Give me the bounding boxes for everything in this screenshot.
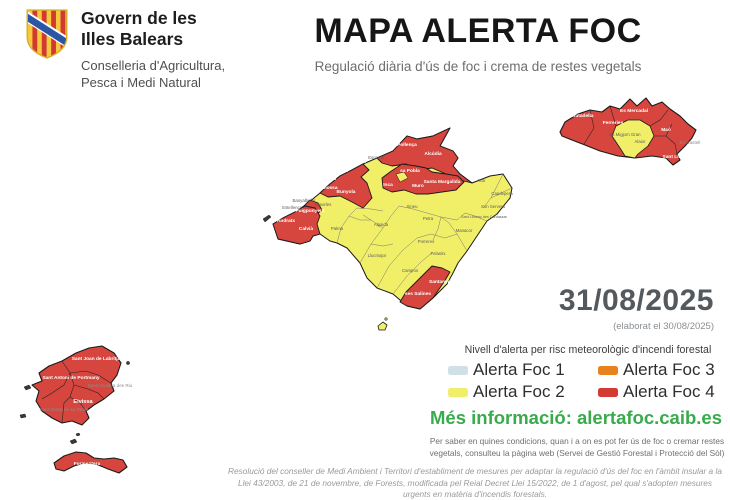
municipality-label: ses Salines (405, 291, 431, 297)
municipality-label: Andratx (277, 218, 295, 224)
municipality-label: Ferreries (603, 120, 624, 126)
municipality-label: Sant Joan de Labritja (72, 356, 121, 362)
municipality-label: Santanyí (429, 279, 450, 285)
region-tramuntana (319, 163, 373, 209)
menorca-map: Ciutadella Es Mercadal Ferreries Maó Es … (559, 97, 701, 166)
campanet-gap (395, 171, 409, 183)
region-santanyi-sessalines (399, 265, 451, 310)
municipality-label: Sant Josep de sa Talaia (40, 407, 89, 412)
municipality-label: sa Pobla (400, 168, 420, 174)
web-note: Per saber en quines condicions, quan i a… (429, 436, 725, 458)
department-line2: Pesca i Medi Natural (81, 75, 201, 90)
municipality-label: Llucmajor (368, 253, 387, 258)
date-block: 31/08/2025 (elaborat el 30/08/2025) (484, 284, 714, 332)
municipality-label: Ciutadella (571, 113, 594, 119)
elaborated-date: (elaborat el 30/08/2025) (613, 321, 714, 332)
municipal-borders (41, 360, 112, 424)
legend-label: Alerta Foc 4 (623, 382, 715, 401)
municipality-label: Sant Llorenç des Cardassar (461, 215, 507, 219)
municipality-label: Sant Lluís (663, 154, 686, 160)
municipality-label: Felanitx (430, 251, 446, 256)
mallorca-map: Pollença Alcúdia Fornalutx Sóller Deià V… (262, 127, 513, 331)
alert-3-swatch (598, 365, 618, 375)
municipality-label: Sóller (335, 168, 348, 174)
region-central (381, 163, 465, 195)
title-block: MAPA ALERTA FOC Regulació diària d'ús de… (278, 12, 678, 74)
municipality-label: Sineu (407, 204, 419, 209)
municipality-label: Esporles (315, 202, 332, 207)
legend-title: Nivell d'alerta per risc meteorològic d'… (464, 344, 712, 356)
municipality-label: Puigpunyent (295, 208, 324, 214)
municipality-label: Es Mercadal (620, 108, 648, 114)
cabrera-islet (377, 317, 388, 331)
alert-2-swatch (448, 387, 468, 397)
municipality-label: Maó (661, 127, 671, 133)
municipality-label: Eivissa (73, 399, 93, 405)
map-date: 31/08/2025 (558, 284, 714, 317)
region-andratx-calvia (272, 205, 321, 245)
gov-logo: Govern de les Illes Balears Conselleria … (24, 8, 225, 91)
alert-legend: Nivell d'alerta per risc meteorològic d'… (448, 344, 728, 402)
page-subtitle: Regulació diària d'ús de foc i crema de … (314, 59, 642, 74)
alert4-regions (272, 127, 473, 310)
municipality-label: Bunyola (337, 189, 356, 195)
municipality-label: Deià (326, 176, 336, 182)
legal-footer: Resolució del conseller de Medi Ambient … (228, 466, 722, 499)
municipality-label: Santa Margalida (424, 179, 461, 185)
legend-label: Alerta Foc 3 (623, 360, 715, 379)
municipality-label: Alcúdia (424, 151, 442, 157)
department-line1: Conselleria d'Agricultura, (81, 58, 226, 73)
municipality-label: Escorca (368, 155, 384, 160)
municipality-label: Estellencs (282, 205, 302, 210)
legend-item-alert3: Alerta Foc 3 (598, 360, 728, 380)
legend-item-alert4: Alerta Foc 4 (598, 382, 728, 402)
municipality-label: Es Migjorn Gran (609, 132, 641, 137)
gov-name-line2: Illes Balears (81, 29, 184, 49)
formentera-outline (53, 451, 128, 474)
alert-1-swatch (448, 365, 468, 375)
more-info-link[interactable]: Més informació: alertafoc.caib.es (430, 407, 722, 428)
municipality-label: Alaior (635, 139, 647, 144)
pitiuses-labels: Sant Joan de Labritja Sant Antoni de Por… (40, 356, 133, 467)
municipality-label: Inca (383, 182, 393, 188)
municipality-label: Palma (331, 226, 344, 231)
municipality-label: Sant Antoni de Portmany (42, 375, 99, 381)
municipality-label: Artà (477, 178, 485, 183)
municipality-label: Fornalutx (344, 159, 366, 165)
gov-name-line1: Govern de les (81, 8, 197, 28)
municipality-label: Porreres (418, 239, 434, 244)
dragonera-islet (262, 214, 272, 223)
municipality-label: Valldemossa (308, 185, 337, 191)
municipal-borders (583, 105, 678, 155)
legend-label: Alerta Foc 2 (473, 382, 565, 401)
municipality-label: Pollença (397, 142, 417, 148)
pitiuses-map: Sant Joan de Labritja Sant Antoni de Por… (19, 345, 133, 474)
municipality-label: Formentera (74, 461, 101, 467)
municipality-label: Banyalbufar (293, 198, 317, 203)
municipality-label: Capdepera (491, 191, 513, 196)
mallorca-labels: Pollença Alcúdia Fornalutx Sóller Deià V… (277, 142, 513, 297)
legend-item-alert1: Alerta Foc 1 (448, 360, 598, 380)
menorca-labels: Ciutadella Es Mercadal Ferreries Maó Es … (571, 108, 701, 160)
balearic-shield-icon (26, 9, 68, 59)
municipality-label: Petra (423, 216, 434, 221)
municipality-label: Calvià (299, 226, 313, 232)
legend-label: Alerta Foc 1 (473, 360, 565, 379)
municipality-label: Campos (402, 268, 418, 273)
region-alaior-migjorn (611, 119, 655, 159)
municipality-label: Santa Eulària des Riu (88, 383, 133, 388)
legend-item-alert2: Alerta Foc 2 (448, 382, 598, 402)
alert-4-swatch (598, 387, 618, 397)
municipality-label: Algaida (374, 222, 389, 227)
municipality-label: Son Servera (481, 204, 505, 209)
municipality-label: Muro (412, 183, 424, 189)
municipal-borders (336, 173, 513, 295)
municipality-label: Es Castell (680, 140, 701, 145)
municipality-label: Manacor (456, 228, 473, 233)
page-title: MAPA ALERTA FOC (314, 12, 642, 50)
